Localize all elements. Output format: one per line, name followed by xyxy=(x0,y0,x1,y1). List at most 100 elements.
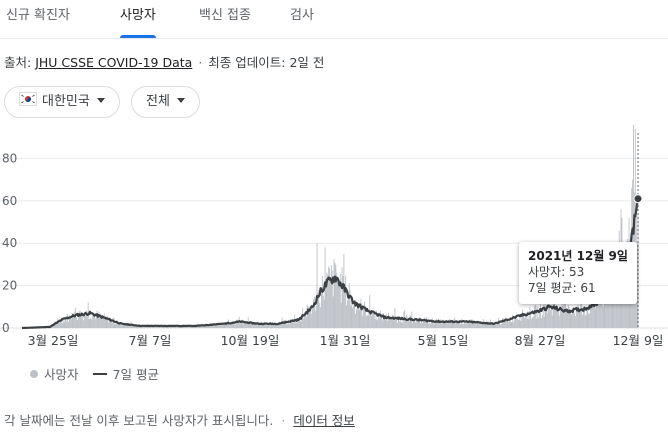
daily-bar xyxy=(335,264,337,328)
source-line: 출처: JHU CSSE COVID-19 Data · 최종 업데이트: 2일… xyxy=(4,52,324,71)
source-separator: · xyxy=(198,55,203,70)
daily-bar xyxy=(519,316,521,328)
daily-bar xyxy=(327,274,329,328)
daily-bar xyxy=(401,321,403,328)
daily-bar xyxy=(176,326,178,328)
daily-bar xyxy=(277,324,279,328)
x-tick-label: 3월 25일 xyxy=(28,333,79,348)
daily-bar xyxy=(463,323,465,328)
daily-bar xyxy=(81,315,83,328)
daily-bar xyxy=(141,326,143,328)
daily-bar xyxy=(496,323,498,328)
daily-bar xyxy=(491,322,493,328)
daily-bar xyxy=(76,320,78,328)
daily-bar xyxy=(433,324,435,328)
tab-tests[interactable]: 검사 xyxy=(290,0,314,38)
daily-bar xyxy=(308,311,310,328)
daily-bar xyxy=(325,279,327,328)
daily-bar xyxy=(397,322,398,328)
daily-bar xyxy=(440,323,442,328)
daily-bar xyxy=(462,323,464,328)
daily-bar xyxy=(554,302,556,328)
caret-down-icon xyxy=(176,98,185,103)
data-info-link[interactable]: 데이터 정보 xyxy=(293,413,355,428)
tab-vaccination-label: 백신 접종 xyxy=(199,8,251,23)
chart-tooltip: 2021년 12월 9일 사망자: 53 7일 평균: 61 xyxy=(519,242,637,304)
daily-bar xyxy=(540,318,542,328)
daily-bar xyxy=(528,319,530,328)
daily-bar xyxy=(567,304,569,328)
daily-bar xyxy=(288,323,290,328)
daily-bar xyxy=(101,316,103,328)
y-tick-label: 0 xyxy=(2,321,10,335)
daily-bar xyxy=(447,323,449,328)
daily-bar xyxy=(399,320,401,328)
tab-deaths[interactable]: 사망자 xyxy=(120,0,156,38)
daily-bar xyxy=(524,316,526,328)
daily-bar xyxy=(125,325,127,328)
daily-bar xyxy=(256,325,258,328)
region-label: 대한민국 xyxy=(42,94,90,109)
source-link[interactable]: JHU CSSE COVID-19 Data xyxy=(35,55,193,70)
daily-bar xyxy=(439,319,441,328)
daily-bar xyxy=(135,325,137,328)
daily-bar xyxy=(397,316,399,328)
daily-bar xyxy=(547,313,549,328)
daily-bar xyxy=(486,323,488,328)
daily-bar xyxy=(493,323,495,328)
daily-bar xyxy=(85,310,87,328)
daily-bar xyxy=(555,306,557,328)
daily-bar xyxy=(203,326,205,328)
daily-bar xyxy=(419,317,421,328)
daily-bar xyxy=(51,325,53,328)
daily-bar xyxy=(93,314,95,328)
daily-bar xyxy=(63,322,65,328)
daily-bar xyxy=(88,318,90,328)
daily-bar xyxy=(414,322,416,328)
daily-bar xyxy=(188,326,190,328)
tab-deaths-label: 사망자 xyxy=(120,8,156,23)
daily-bar xyxy=(297,319,299,328)
daily-bar xyxy=(363,301,365,328)
tab-new-cases[interactable]: 신규 확진자 xyxy=(6,0,70,38)
daily-bar xyxy=(329,277,331,328)
daily-bar xyxy=(515,316,516,328)
daily-bar xyxy=(70,319,72,328)
daily-bar xyxy=(472,319,474,328)
daily-bar xyxy=(364,309,366,328)
period-dropdown[interactable]: 전체 xyxy=(131,86,200,118)
daily-bar xyxy=(105,316,107,328)
daily-bar xyxy=(545,306,547,328)
daily-bar xyxy=(293,323,295,328)
daily-bar xyxy=(94,319,96,328)
daily-bar xyxy=(497,321,499,328)
source-prefix: 출처: xyxy=(4,55,32,70)
deaths-chart[interactable]: 0 20 40 60 80 3월 25일 7월 7일 10월 19일 1월 31일 5월 15일… xyxy=(0,125,668,355)
daily-bar xyxy=(431,318,433,328)
daily-bar xyxy=(388,312,390,328)
daily-bar xyxy=(371,315,373,328)
daily-bar xyxy=(201,326,203,328)
daily-bar xyxy=(225,322,227,328)
daily-bar xyxy=(319,303,321,328)
daily-bar xyxy=(217,324,219,328)
daily-bar xyxy=(379,312,381,328)
daily-bar xyxy=(103,313,105,328)
daily-bar xyxy=(313,298,314,328)
daily-bar xyxy=(427,318,429,328)
y-tick-label: 20 xyxy=(2,279,17,293)
daily-bar xyxy=(443,320,445,328)
daily-bar xyxy=(144,326,146,328)
daily-bar xyxy=(456,321,457,328)
last-updated: 최종 업데이트: 2일 전 xyxy=(208,55,325,70)
daily-bar xyxy=(506,319,508,328)
daily-bar xyxy=(503,319,505,328)
daily-bar xyxy=(196,325,198,328)
y-tick-label: 80 xyxy=(2,151,17,165)
daily-bar xyxy=(132,325,134,328)
tab-vaccination[interactable]: 백신 접종 xyxy=(199,0,251,38)
region-dropdown[interactable]: 대한민국 xyxy=(4,86,120,118)
daily-bar xyxy=(236,320,238,328)
daily-bar xyxy=(391,314,393,328)
daily-bar xyxy=(82,314,84,328)
